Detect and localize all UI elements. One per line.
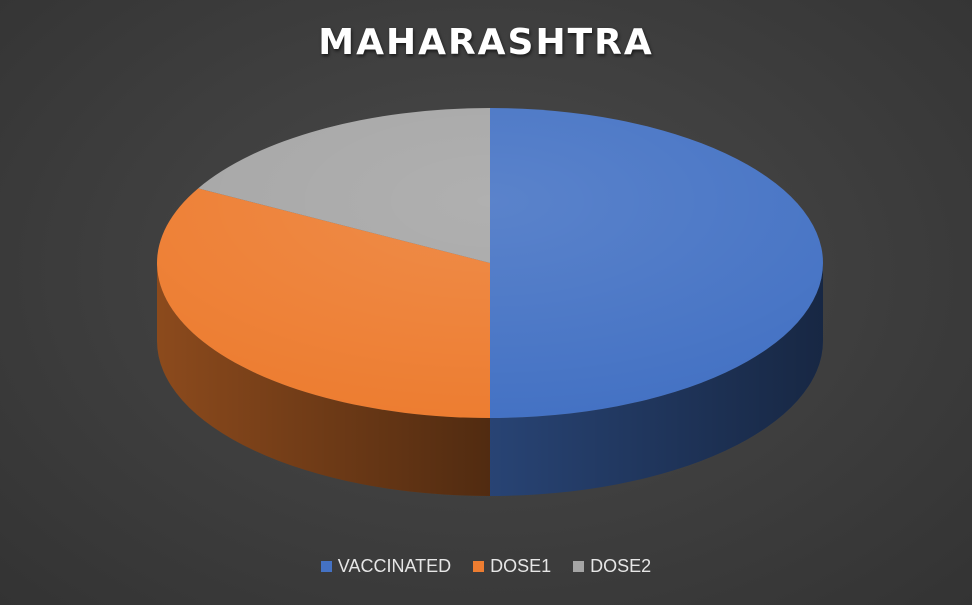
- pie-slice-side-shade: [157, 263, 490, 496]
- legend-label: DOSE2: [590, 556, 652, 576]
- chart-title: MAHARASHTRA: [318, 22, 654, 63]
- legend-item-dose1[interactable]: DOSE1: [473, 556, 551, 577]
- legend-label: VACCINATED: [337, 556, 452, 576]
- legend: VACCINATED DOSE1 DOSE2: [0, 556, 972, 577]
- legend-swatch: [573, 561, 585, 572]
- pie-tops: [156, 108, 823, 418]
- legend-label: DOSE1: [490, 556, 552, 576]
- legend-item-vaccinated[interactable]: VACCINATED: [320, 556, 452, 577]
- legend-item-dose2[interactable]: DOSE2: [573, 556, 651, 577]
- legend-swatch: [320, 561, 332, 572]
- pie-slice-side-shade: [490, 263, 823, 496]
- pie-top-highlight: [157, 108, 823, 418]
- pie-sides: [157, 263, 823, 496]
- legend-swatch: [473, 561, 485, 572]
